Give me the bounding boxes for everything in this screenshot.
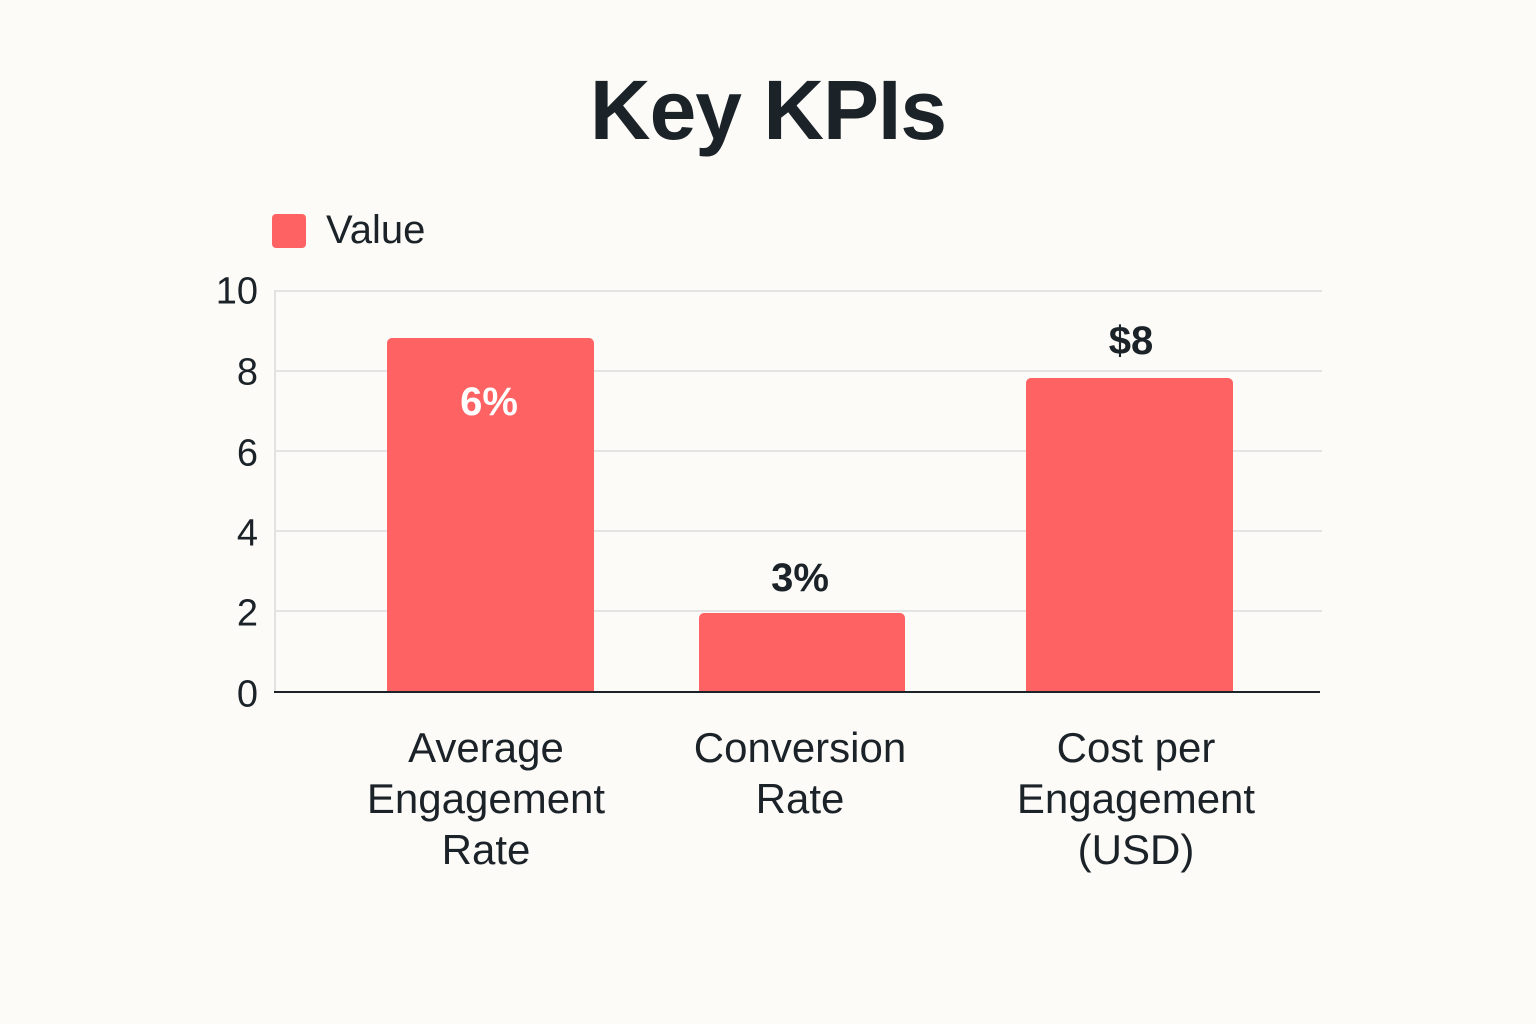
- gridline: [276, 610, 1322, 612]
- bar-conversion-rate: [699, 613, 905, 692]
- bar-cost-per-engagement: [1026, 378, 1233, 692]
- y-tick: 4: [236, 512, 258, 555]
- gridline: [276, 530, 1322, 532]
- gridline: [276, 370, 1322, 372]
- x-axis-line: [274, 691, 1320, 693]
- legend-swatch: [272, 213, 306, 248]
- x-label-average-engagement-rate: Average Engagement Rate: [366, 724, 606, 873]
- x-label-cost-per-engagement: Cost per Engagement (USD): [1016, 724, 1256, 873]
- bar-average-engagement-rate: [387, 338, 594, 692]
- value-label: $8: [1108, 319, 1154, 363]
- value-label: 6%: [460, 380, 518, 424]
- plot-area: [274, 290, 1322, 692]
- gridline: [276, 450, 1322, 452]
- value-label: 3%: [771, 556, 829, 600]
- y-tick: 6: [236, 432, 258, 475]
- y-tick: 8: [236, 351, 258, 394]
- legend: Value: [272, 208, 425, 253]
- x-label-conversion-rate: Conversion Rate: [693, 724, 907, 822]
- y-tick: 2: [236, 592, 258, 635]
- legend-label: Value: [326, 208, 426, 252]
- y-tick: 0: [236, 673, 258, 716]
- y-tick: 10: [215, 270, 258, 313]
- chart-title: Key KPIs: [589, 63, 947, 157]
- gridline: [276, 290, 1322, 292]
